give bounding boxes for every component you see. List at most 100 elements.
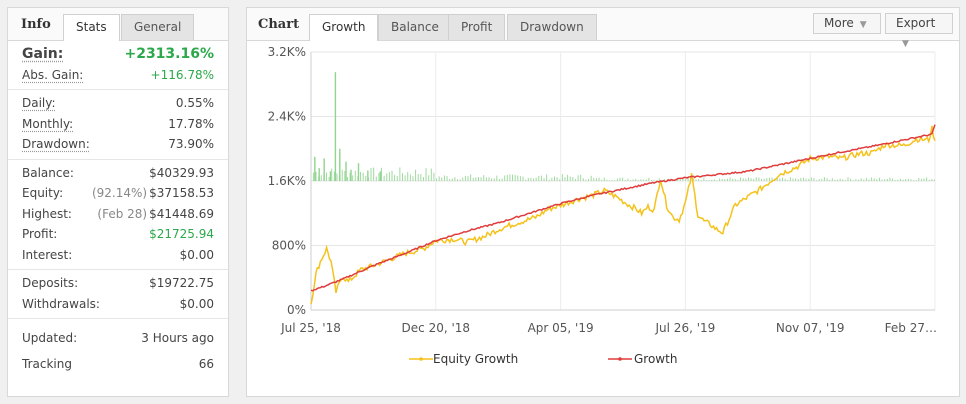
tab-growth[interactable]: Growth bbox=[309, 14, 379, 41]
growth-chart[interactable]: 0% 800% 1.6K% 2.4K% 3.2K% Jul 25, '18 Dec 20, … bbox=[247, 40, 959, 396]
more-label: More bbox=[824, 16, 854, 30]
volume-bar bbox=[438, 176, 440, 181]
volume-bar bbox=[349, 172, 351, 181]
tab-general[interactable]: General bbox=[121, 14, 195, 40]
volume-bar bbox=[805, 178, 807, 181]
volume-bar bbox=[800, 177, 802, 181]
drawdown-label[interactable]: Drawdown: bbox=[22, 137, 90, 151]
tab-balance[interactable]: Balance bbox=[378, 14, 452, 40]
chart-panel: Chart Growth Balance Profit Drawdown Mor… bbox=[246, 7, 960, 397]
volume-bar bbox=[910, 179, 912, 181]
stats-list: Gain: +2313.16% Abs. Gain: +116.78% Dail… bbox=[8, 41, 228, 381]
monthly-row: Monthly: 17.78% bbox=[8, 114, 228, 135]
volume-bar bbox=[719, 178, 721, 181]
volume-bar bbox=[325, 172, 327, 181]
volume-bar bbox=[328, 176, 330, 181]
volume-bar bbox=[850, 178, 852, 181]
volume-bar bbox=[535, 177, 537, 181]
volume-bar bbox=[391, 170, 393, 181]
volume-bar bbox=[829, 179, 831, 181]
volume-bar bbox=[601, 179, 603, 181]
volume-bar bbox=[430, 168, 432, 181]
more-button[interactable]: More ▼ bbox=[813, 13, 881, 34]
volume-bar bbox=[409, 174, 411, 181]
volume-bar bbox=[648, 177, 650, 181]
volume-bar bbox=[734, 178, 736, 181]
volume-bar bbox=[519, 176, 521, 181]
volume-bar bbox=[614, 180, 616, 181]
volume-bar bbox=[808, 178, 810, 181]
volume-bar bbox=[312, 172, 314, 181]
balance-row: Balance: $40329.93 bbox=[8, 163, 228, 184]
volume-bar bbox=[907, 178, 909, 181]
volume-bar bbox=[732, 178, 734, 181]
volume-bar bbox=[477, 176, 479, 181]
volume-bar bbox=[878, 177, 880, 181]
volume-bar bbox=[724, 179, 726, 181]
chevron-down-icon: ▼ bbox=[902, 39, 909, 49]
updated-row: Updated: 3 Hours ago bbox=[8, 325, 228, 351]
volume-bar bbox=[776, 177, 778, 181]
withdrawals-label: Withdrawals: bbox=[22, 296, 100, 311]
volume-bar bbox=[449, 179, 451, 181]
volume-bar bbox=[928, 180, 930, 181]
volume-bar bbox=[931, 179, 933, 181]
volume-bar bbox=[745, 178, 747, 181]
monthly-label[interactable]: Monthly: bbox=[22, 116, 74, 131]
profit-row: Profit: $21725.94 bbox=[8, 224, 228, 245]
volume-bar bbox=[842, 179, 844, 181]
volume-bar bbox=[899, 178, 901, 181]
volume-bar bbox=[787, 180, 789, 181]
volume-bar bbox=[422, 176, 424, 181]
volume-bar bbox=[729, 177, 731, 181]
balance-label: Balance: bbox=[22, 165, 74, 180]
tab-stats[interactable]: Stats bbox=[63, 14, 120, 41]
account-group: Balance: $40329.93 Equity: (92.14%) $3715… bbox=[8, 160, 228, 270]
legend-label-growth: Growth bbox=[634, 352, 677, 366]
volume-bar bbox=[346, 176, 348, 181]
volume-bar bbox=[496, 175, 498, 181]
volume-bar bbox=[501, 178, 503, 181]
volume-bar bbox=[381, 167, 383, 181]
volume-bar bbox=[629, 180, 631, 181]
volume-bar bbox=[622, 177, 624, 181]
tab-profit[interactable]: Profit bbox=[448, 14, 506, 40]
volume-bar bbox=[844, 180, 846, 181]
volume-bar bbox=[551, 177, 553, 181]
drawdown-value: 73.90% bbox=[168, 137, 214, 151]
volume-bar bbox=[635, 178, 637, 181]
volume-bar bbox=[483, 175, 485, 181]
chart-tabbar: Chart Growth Balance Profit Drawdown Mor… bbox=[247, 8, 959, 49]
tab-drawdown[interactable]: Drawdown bbox=[507, 14, 597, 40]
volume-bar bbox=[525, 179, 527, 181]
equity-growth-series bbox=[310, 125, 936, 305]
export-button[interactable]: Export ▼ bbox=[885, 13, 953, 49]
y-tick-label: 800% bbox=[272, 239, 306, 253]
volume-bar bbox=[569, 176, 571, 181]
gain-label[interactable]: Gain: bbox=[22, 46, 64, 62]
volume-bar bbox=[580, 174, 582, 181]
volume-bar bbox=[865, 177, 867, 181]
volume-bar bbox=[522, 176, 524, 181]
volume-bar bbox=[354, 170, 356, 181]
export-label: Export bbox=[896, 16, 936, 30]
volume-bar bbox=[915, 180, 917, 181]
volume-bar bbox=[320, 175, 322, 181]
volume-bar bbox=[314, 156, 316, 181]
volume-bar bbox=[459, 179, 461, 181]
volume-bar bbox=[643, 179, 645, 181]
y-tick-label: 1.6K% bbox=[268, 174, 306, 188]
daily-label[interactable]: Daily: bbox=[22, 96, 56, 110]
volume-bar bbox=[857, 179, 859, 181]
volume-bar bbox=[650, 179, 652, 181]
info-panel: Info Stats General Gain: +2313.16% Abs. … bbox=[7, 7, 229, 397]
volume-bar bbox=[920, 178, 922, 181]
volume-bar bbox=[826, 178, 828, 181]
volume-bar bbox=[491, 178, 493, 181]
withdrawals-row: Withdrawals: $0.00 bbox=[8, 294, 228, 315]
volume-bar bbox=[514, 174, 516, 181]
volume-bar bbox=[658, 178, 660, 181]
volume-bar bbox=[504, 175, 506, 181]
abs-gain-label[interactable]: Abs. Gain: bbox=[22, 67, 84, 82]
volume-bar bbox=[852, 180, 854, 181]
